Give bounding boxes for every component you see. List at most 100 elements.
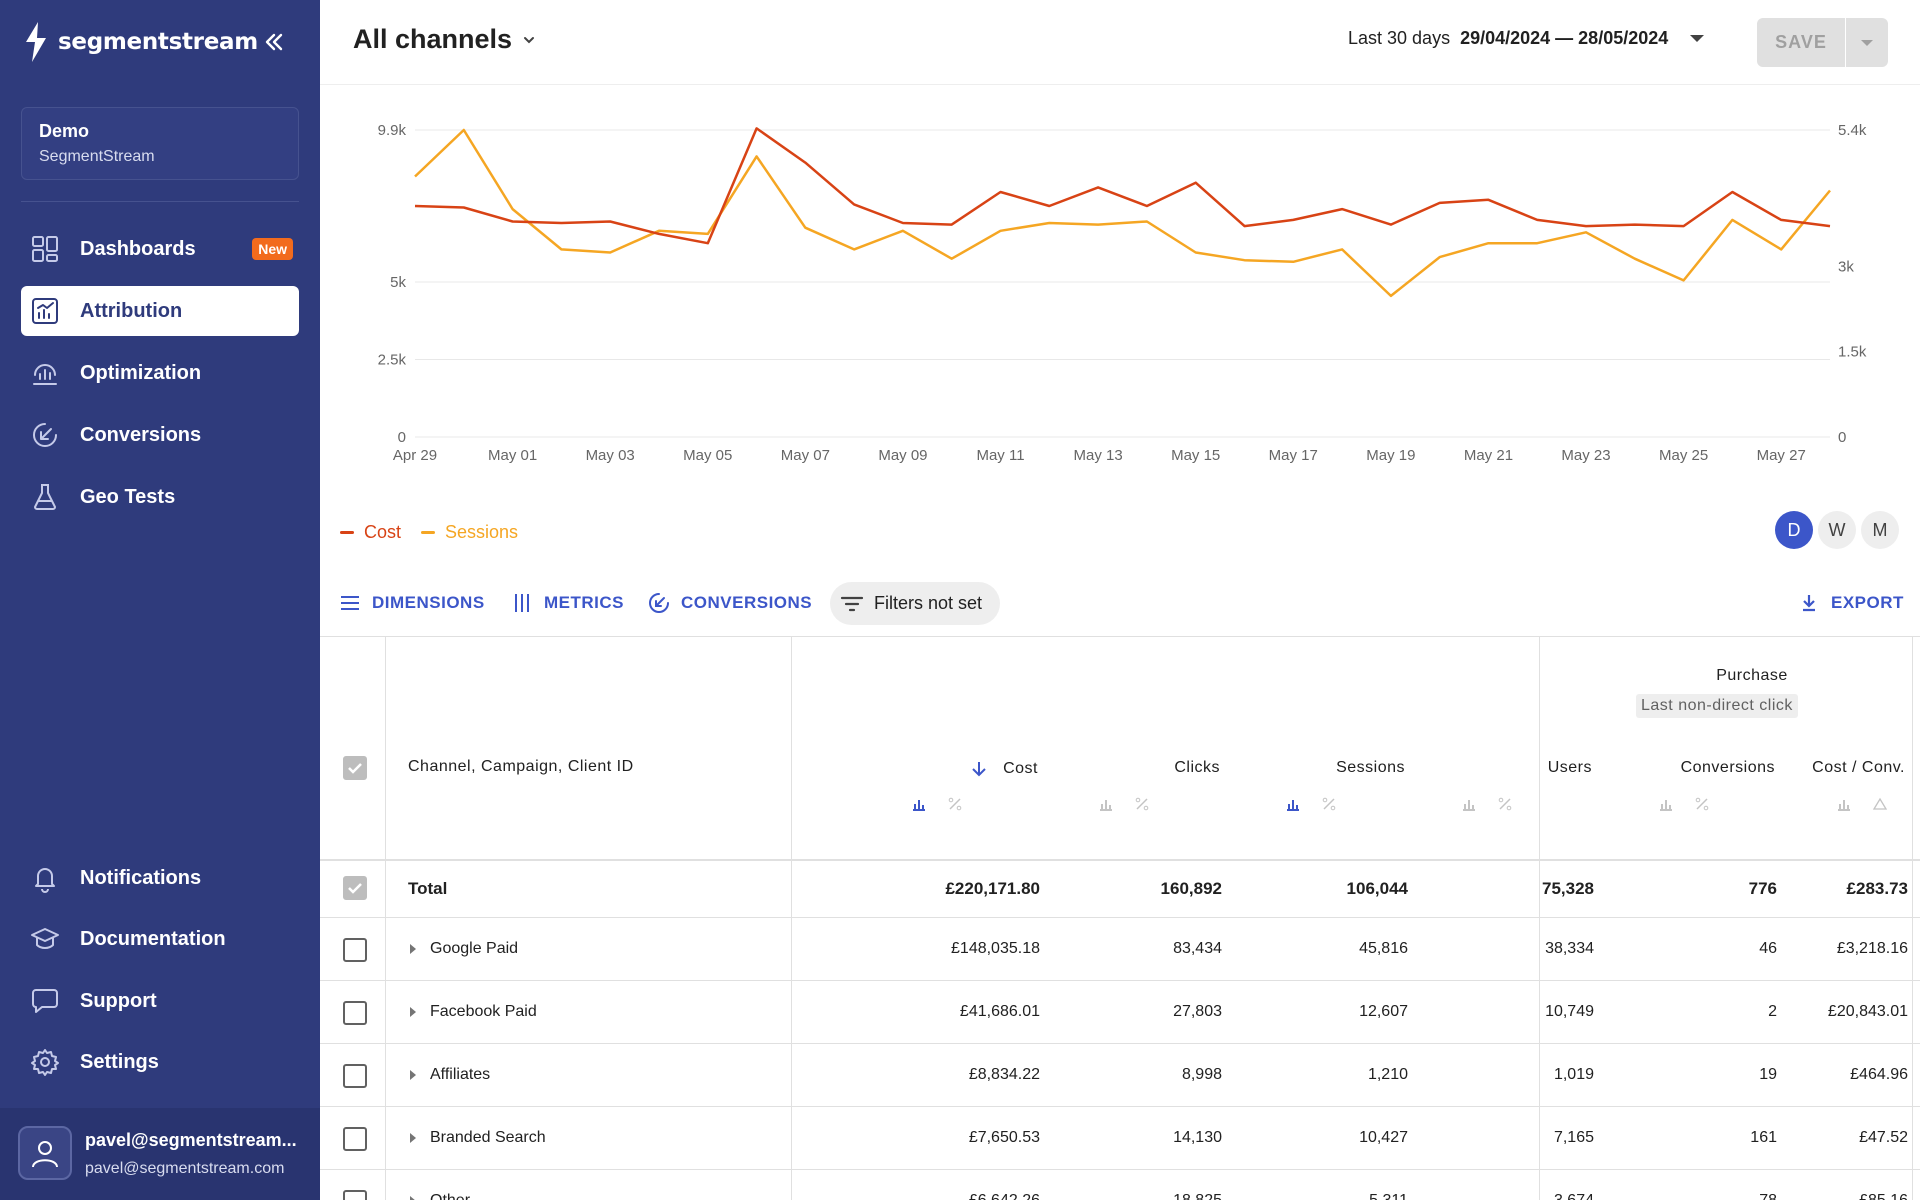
expand-row-icon[interactable] [410,1007,416,1017]
column-header-cost[interactable]: Cost [890,759,1038,779]
logo[interactable]: segmentstream [20,20,258,64]
legend-item-sessions[interactable]: Sessions [421,522,518,543]
new-badge: New [252,238,293,260]
granularity-day-button[interactable]: D [1775,511,1813,549]
user-profile[interactable]: pavel@segmentstream... pavel@segmentstre… [0,1108,320,1200]
bar-chart-icon[interactable] [1837,797,1851,811]
column-header-cost-per-conv[interactable]: Cost / Conv. [1812,759,1905,776]
dimension-header[interactable]: Channel, Campaign, Client ID [408,758,634,775]
date-range-picker[interactable]: Last 30 days 29/04/2024 — 28/05/2024 [1348,28,1705,49]
cell-clicks: 160,892 [1160,879,1222,898]
flask-icon [30,482,60,512]
cell-users: 7,165 [1553,1129,1594,1146]
bar-chart-icon[interactable] [1462,797,1476,811]
cell-cost: £220,171.80 [945,879,1040,898]
percent-icon[interactable] [1322,797,1336,811]
chevron-down-icon [524,36,535,43]
table-row[interactable]: Facebook Paid £41,686.01 27,803 12,607 1… [320,980,1920,1043]
cell-clicks: 83,434 [1173,940,1222,957]
report-selector[interactable]: All channels [353,24,538,55]
delta-icon[interactable] [1873,797,1887,811]
cell-users: 75,328 [1542,879,1594,898]
cell-users: 1,019 [1553,1066,1594,1083]
legend-item-cost[interactable]: Cost [340,522,401,543]
cell-conversions: 776 [1748,879,1777,898]
cell-cost-per-conv: £3,218.16 [1836,940,1908,957]
date-preset: Last 30 days [1348,28,1451,48]
expand-row-icon[interactable] [410,944,416,954]
chat-bubble-icon [30,986,60,1016]
bar-chart-icon[interactable] [1099,797,1113,811]
table-row[interactable]: Google Paid £148,035.18 83,434 45,816 38… [320,917,1920,980]
workspace-selector[interactable]: Demo SegmentStream [21,107,299,180]
row-checkbox[interactable] [343,1064,367,1088]
sidebar-item-label: Support [80,989,157,1012]
collapse-sidebar-button[interactable] [256,24,292,60]
x-tick-label: May 07 [781,447,830,464]
column-divider [385,637,386,1200]
percent-icon[interactable] [1498,797,1512,811]
cell-users: 38,334 [1545,940,1594,957]
percent-icon[interactable] [1695,797,1709,811]
avatar [18,1126,72,1180]
sidebar-item-geo-tests[interactable]: Geo Tests [21,472,299,522]
bar-chart-icon[interactable] [912,797,926,811]
sidebar-item-attribution[interactable]: Attribution [21,286,299,336]
sidebar-item-support[interactable]: Support [21,976,299,1026]
row-checkbox[interactable] [343,1001,367,1025]
select-all-checkbox[interactable] [343,756,367,780]
filter-icon [840,596,864,611]
filters-chip[interactable]: Filters not set [830,582,1001,625]
expand-row-icon[interactable] [410,1133,416,1143]
table-row[interactable]: Affiliates £8,834.22 8,998 1,210 1,019 1… [320,1043,1920,1106]
attribution-model-badge[interactable]: Last non-direct click [1636,694,1798,718]
expand-row-icon[interactable] [410,1196,416,1200]
sidebar-item-settings[interactable]: Settings [21,1037,299,1087]
row-checkbox[interactable] [343,1127,367,1151]
sidebar-item-optimization[interactable]: Optimization [21,348,299,398]
sidebar-item-dashboards[interactable]: Dashboards New [21,224,299,274]
row-checkbox[interactable] [343,938,367,962]
cell-cost: £7,650.53 [968,1129,1040,1146]
row-checkbox[interactable] [343,1190,367,1200]
sidebar-item-label: Attribution [80,299,183,322]
percent-icon[interactable] [948,797,962,811]
cell-clicks: 27,803 [1173,1003,1222,1020]
granularity-week-button[interactable]: W [1818,511,1856,549]
table-row[interactable]: Other £6,642.26 18,825 5,311 3,674 78 £8… [320,1169,1920,1200]
y-tick-label-right: 5.4k [1838,122,1867,139]
percent-icon[interactable] [1135,797,1149,811]
column-header-users[interactable]: Users [1547,759,1592,776]
cell-sessions: 1,210 [1367,1066,1408,1083]
save-button[interactable]: SAVE [1757,18,1845,67]
dimensions-button[interactable]: DIMENSIONS [338,588,485,618]
x-tick-label: May 03 [586,447,635,464]
table-row-total: Total £220,171.80 160,892 106,044 75,328… [320,859,1920,917]
sidebar-item-label: Settings [80,1050,159,1073]
cell-users: 3,674 [1460,1192,1594,1200]
caret-down-icon [1861,39,1873,46]
export-button[interactable]: EXPORT [1797,588,1904,618]
x-tick-label: May 05 [683,447,732,464]
dashboard-icon [30,234,60,264]
sidebar-item-documentation[interactable]: Documentation [21,914,299,964]
x-tick-label: May 17 [1269,447,1318,464]
column-header-sessions[interactable]: Sessions [1336,759,1405,776]
column-header-conversions[interactable]: Conversions [1680,759,1775,776]
gear-icon [30,1047,60,1077]
sidebar-item-conversions[interactable]: Conversions [21,410,299,460]
table-row[interactable]: Branded Search £7,650.53 14,130 10,427 7… [320,1106,1920,1169]
granularity-month-button[interactable]: M [1861,511,1899,549]
expand-row-icon[interactable] [410,1070,416,1080]
conversions-button[interactable]: CONVERSIONS [647,588,812,618]
row-checkbox[interactable] [343,876,367,900]
x-tick-label: May 01 [488,447,537,464]
bar-chart-icon[interactable] [1286,797,1300,811]
metrics-button[interactable]: METRICS [510,588,624,618]
bar-chart-icon[interactable] [1659,797,1673,811]
cell-sessions: 45,816 [1359,940,1408,957]
save-options-button[interactable] [1846,18,1888,67]
sidebar-item-notifications[interactable]: Notifications [21,853,299,903]
sidebar-divider [21,201,299,202]
column-header-clicks[interactable]: Clicks [1174,759,1220,776]
